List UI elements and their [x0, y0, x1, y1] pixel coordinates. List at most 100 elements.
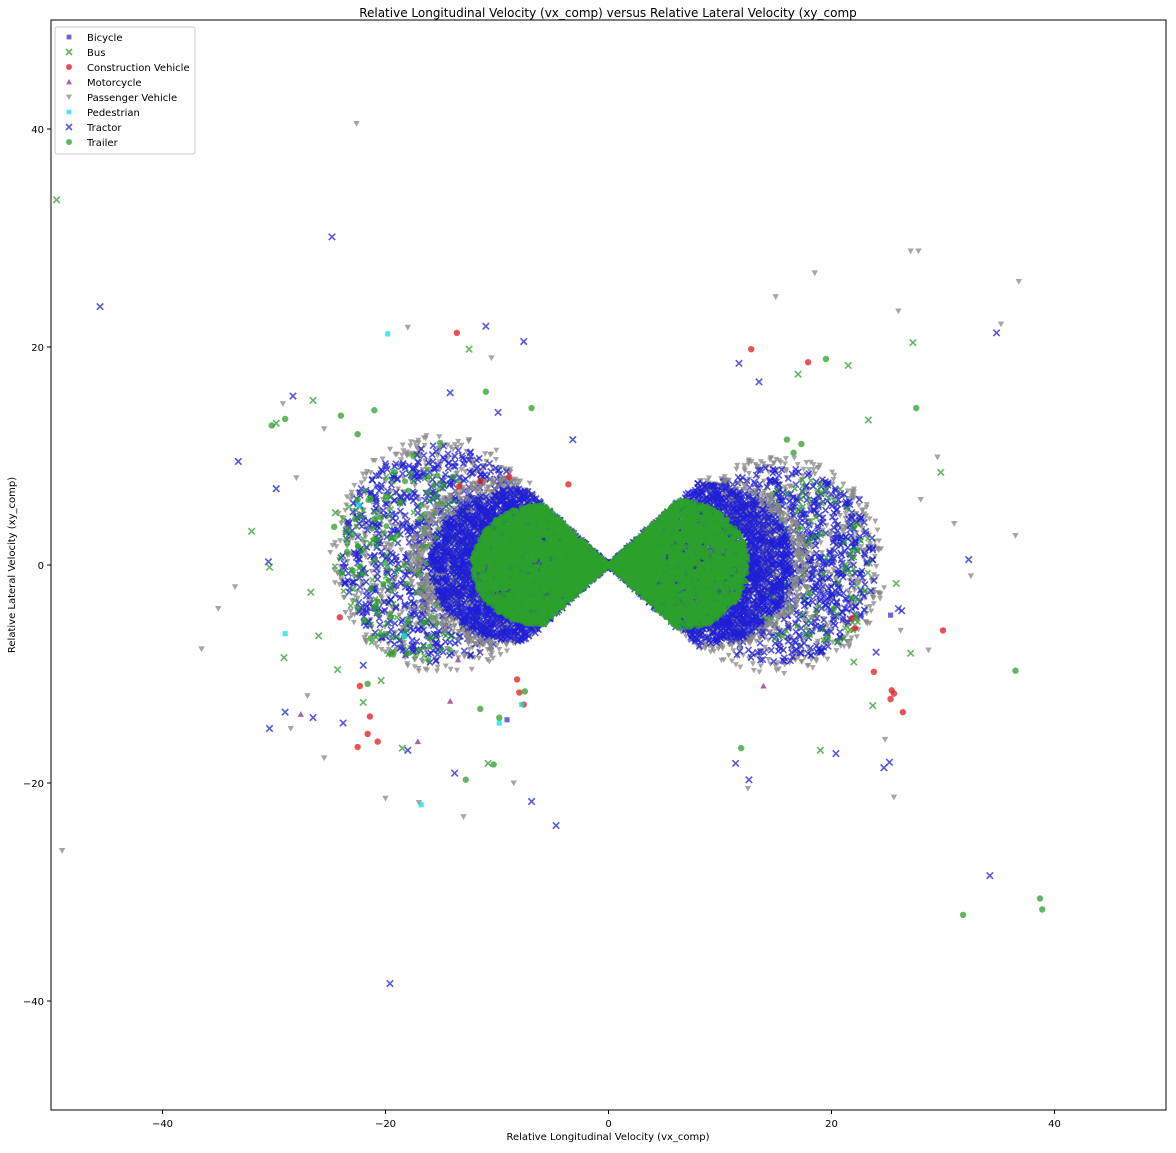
cloud-point: [458, 442, 465, 449]
cloud-point: [466, 646, 473, 653]
cloud-point: [866, 516, 873, 522]
cloud-point: [371, 515, 378, 522]
cloud-point: [348, 489, 355, 496]
cloud-point: [399, 442, 406, 448]
cloud-point: [413, 443, 420, 450]
cloud-point: [372, 557, 379, 564]
cloud-point: [406, 452, 413, 458]
cloud-point: [837, 486, 844, 493]
cloud-point: [398, 547, 405, 553]
cloud-point: [839, 589, 848, 597]
cloud-point: [475, 655, 482, 662]
cloud-point: [361, 635, 368, 641]
cloud-point: [381, 649, 388, 655]
cloud-point: [351, 593, 358, 599]
cloud-point: [449, 473, 456, 480]
cloud-point: [734, 473, 742, 481]
cloud-point: [846, 644, 853, 650]
cloud-point: [461, 654, 468, 660]
cloud-point: [423, 619, 430, 626]
cloud-point: [386, 547, 393, 554]
cloud-point: [410, 509, 417, 516]
cloud-point: [781, 670, 788, 677]
cloud-point: [482, 451, 489, 457]
cloud-point: [486, 659, 493, 665]
cloud-point: [759, 494, 766, 500]
cloud-point: [401, 639, 408, 646]
cloud-point: [364, 469, 371, 475]
cloud-point: [381, 544, 388, 551]
cloud-point: [387, 446, 394, 453]
cloud-point: [782, 456, 789, 462]
cloud-point: [507, 469, 514, 475]
cloud-point: [442, 632, 449, 639]
cloud-point: [750, 667, 757, 674]
cloud-point: [378, 514, 385, 521]
cloud-point: [418, 657, 425, 664]
cloud-point: [411, 483, 418, 489]
cloud-point: [372, 458, 379, 464]
cloud-point: [487, 467, 495, 476]
cloud-point: [781, 461, 788, 467]
cloud-point: [336, 581, 343, 588]
cloud-point: [361, 617, 368, 624]
cloud-point: [358, 480, 365, 486]
cloud-point: [503, 648, 510, 654]
cloud-point: [386, 519, 393, 525]
cloud-point: [369, 576, 376, 584]
cloud-point: [392, 469, 399, 476]
cloud-point: [385, 577, 392, 584]
cloud-point: [350, 619, 357, 626]
cloud-point: [347, 602, 354, 609]
cloud-point: [379, 587, 386, 594]
cloud-point: [369, 525, 376, 532]
cloud-point: [338, 520, 345, 527]
cloud-point: [380, 580, 387, 587]
cloud-point: [392, 629, 399, 636]
cloud-point: [349, 567, 356, 574]
cloud-point: [450, 446, 457, 453]
cloud-point: [771, 635, 778, 642]
cloud-point: [337, 538, 344, 544]
cloud-point: [343, 494, 350, 500]
cloud-point: [383, 541, 390, 547]
cloud-point: [373, 575, 382, 583]
cloud-point: [757, 663, 764, 669]
cloud-point: [468, 666, 475, 673]
cloud-point: [455, 438, 462, 445]
cloud-point: [454, 444, 461, 451]
cloud-point: [434, 453, 441, 459]
cloud-point: [354, 543, 361, 550]
cloud-point: [446, 646, 453, 653]
cloud-point: [490, 655, 497, 662]
cloud-point: [378, 647, 385, 653]
cloud-point: [403, 580, 410, 587]
cloud-point: [462, 469, 469, 475]
cloud-point: [357, 563, 364, 570]
cloud-point: [453, 667, 460, 674]
cloud-point: [349, 531, 356, 538]
cloud-point: [864, 569, 871, 576]
cloud-point: [367, 585, 374, 592]
cloud-point: [436, 467, 443, 473]
cloud-point: [526, 480, 533, 487]
cloud-point: [466, 474, 473, 480]
cloud-point: [339, 570, 346, 577]
cloud-point: [432, 494, 439, 501]
cloud-point: [733, 466, 740, 472]
cloud-point: [433, 668, 440, 675]
cloud-point: [421, 442, 428, 449]
cloud-point: [405, 649, 412, 656]
cloud-point: [344, 553, 351, 559]
cloud-point: [442, 663, 449, 669]
cloud-point: [422, 435, 429, 442]
cloud-point: [853, 634, 860, 640]
cloud-point: [362, 554, 369, 560]
cloud-point: [434, 472, 441, 479]
cloud-point: [369, 582, 376, 589]
cloud-point: [435, 487, 442, 493]
cloud-point: [390, 651, 397, 658]
cloud-point: [383, 523, 390, 530]
cloud-point: [824, 656, 831, 663]
